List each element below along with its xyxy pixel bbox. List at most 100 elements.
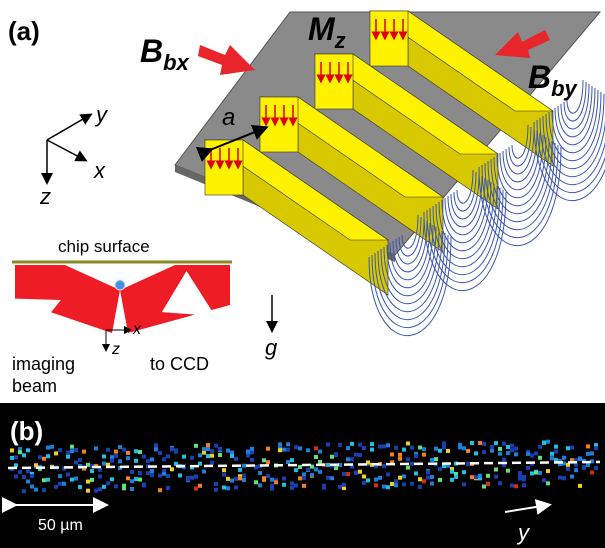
pixel xyxy=(494,468,498,472)
pixel xyxy=(94,446,98,450)
pixel xyxy=(490,445,494,449)
pixel xyxy=(254,480,258,484)
pixel xyxy=(542,441,546,445)
pixel xyxy=(354,470,358,474)
pixel xyxy=(10,456,14,460)
pixel xyxy=(102,461,106,465)
pixel xyxy=(578,457,582,461)
pixel xyxy=(566,467,570,471)
pixel xyxy=(334,453,338,457)
pixel xyxy=(34,488,38,492)
pixel xyxy=(166,486,170,490)
pixel xyxy=(478,474,482,478)
pixel xyxy=(410,446,414,450)
pixel xyxy=(350,457,354,461)
axis-label: z xyxy=(111,341,120,358)
pixel xyxy=(430,458,434,462)
pixel xyxy=(114,454,118,458)
pixel xyxy=(282,477,286,481)
pixel xyxy=(386,443,390,447)
pixel xyxy=(134,449,138,453)
pixel xyxy=(250,458,254,462)
pixel xyxy=(118,445,122,449)
pixel xyxy=(98,487,102,491)
pixel xyxy=(370,442,374,446)
pixel xyxy=(526,466,530,470)
figure: (a) Bbx Mz Bby a y x z chip surface x z … xyxy=(0,0,605,548)
pixel xyxy=(138,450,142,454)
pixel xyxy=(78,485,82,489)
pixel xyxy=(94,489,98,493)
pixel xyxy=(390,482,394,486)
pixel xyxy=(510,483,514,487)
pixel xyxy=(382,485,386,489)
pixel xyxy=(294,483,298,487)
pixel xyxy=(210,461,214,465)
pixel xyxy=(282,448,286,452)
pixel xyxy=(138,478,142,482)
pixel xyxy=(10,448,14,452)
pixel xyxy=(46,478,50,482)
pixel xyxy=(462,482,466,486)
pixel xyxy=(398,453,402,457)
pixel xyxy=(346,446,350,450)
pixel xyxy=(302,472,306,476)
pixel xyxy=(30,484,34,488)
pixel xyxy=(434,457,438,461)
pixel xyxy=(410,462,414,466)
pixel xyxy=(66,472,70,476)
pixel xyxy=(106,481,110,485)
pixel xyxy=(226,486,230,490)
pixel xyxy=(130,470,134,474)
pixel xyxy=(262,476,266,480)
pixel xyxy=(374,483,378,487)
pixel xyxy=(134,459,138,463)
pixel xyxy=(102,485,106,489)
pixel xyxy=(522,475,526,479)
pixel xyxy=(58,474,62,478)
pixel xyxy=(450,478,454,482)
pixel xyxy=(458,445,462,449)
panel-label: (b) xyxy=(10,416,43,446)
pixel xyxy=(206,443,210,447)
pixel xyxy=(466,449,470,453)
pixel xyxy=(334,466,338,470)
axis-label: x xyxy=(93,158,106,183)
pixel xyxy=(562,456,566,460)
pixel xyxy=(282,483,286,487)
pixel xyxy=(266,460,270,464)
pixel xyxy=(546,469,550,473)
pixel xyxy=(98,468,102,472)
pixel xyxy=(234,457,238,461)
pixel xyxy=(202,470,206,474)
pixel xyxy=(326,463,330,467)
pixel xyxy=(526,452,530,456)
pixel xyxy=(350,442,354,446)
pixel xyxy=(186,477,190,481)
pixel xyxy=(274,480,278,484)
pixel xyxy=(534,451,538,455)
pixel xyxy=(126,476,130,480)
pixel xyxy=(70,445,74,449)
pixel xyxy=(590,470,594,474)
pixel xyxy=(170,447,174,451)
pixel xyxy=(234,485,238,489)
pixel xyxy=(206,454,210,458)
pixel xyxy=(546,481,550,485)
pixel xyxy=(534,471,538,475)
pixel xyxy=(406,441,410,445)
pixel xyxy=(54,485,58,489)
pixel xyxy=(278,442,282,446)
pixel xyxy=(214,482,218,486)
pixel xyxy=(270,484,274,488)
pixel xyxy=(102,454,106,458)
pixel xyxy=(230,454,234,458)
pixel xyxy=(290,481,294,485)
pixel xyxy=(506,451,510,455)
pixel xyxy=(430,482,434,486)
pixel xyxy=(554,450,558,454)
pixel xyxy=(258,471,262,475)
pixel xyxy=(482,485,486,489)
pixel xyxy=(498,447,502,451)
pixel xyxy=(522,483,526,487)
